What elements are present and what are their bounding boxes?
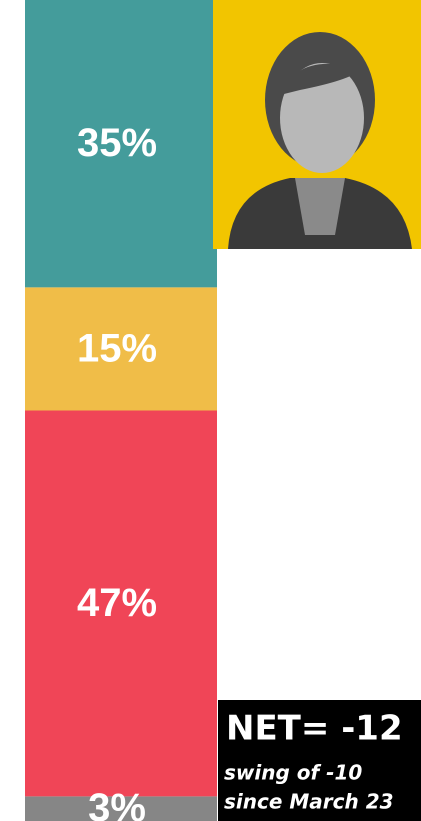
bar-segment [25,796,217,821]
value-label: 3% [88,786,146,821]
net-label: NET= -12 [226,709,403,749]
bar-segment [25,287,217,411]
value-label: 47% [77,581,157,625]
since-label: since March 23 [224,790,394,814]
value-label: 15% [77,326,157,370]
value-label: 35% [77,121,157,165]
swing-label: swing of -10 [224,761,362,785]
net-box [218,700,421,821]
bar-segment [25,0,217,288]
portrait [213,0,421,249]
bar-segment [25,410,217,797]
